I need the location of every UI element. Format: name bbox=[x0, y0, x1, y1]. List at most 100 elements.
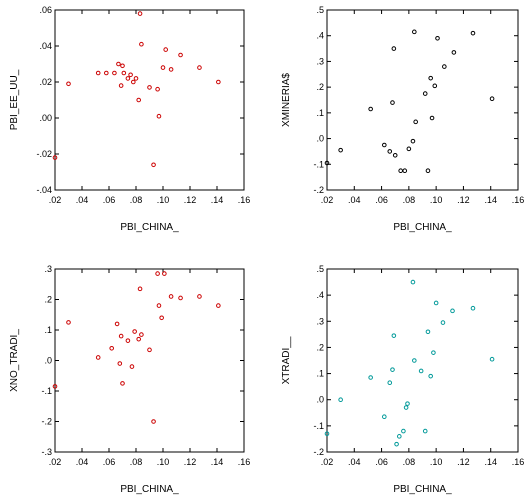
scatter-point bbox=[155, 271, 160, 276]
scatter-point bbox=[168, 294, 174, 299]
scatter-point bbox=[394, 441, 399, 447]
scatter-point bbox=[425, 168, 431, 174]
x-tick-label: .06 bbox=[375, 195, 388, 205]
x-tick-label: .10 bbox=[430, 457, 443, 467]
x-tick-label: .16 bbox=[512, 457, 525, 467]
scatter-point bbox=[133, 76, 139, 81]
y-tick-label: .04 bbox=[39, 41, 52, 51]
x-tick-label: .06 bbox=[103, 195, 116, 205]
scatter-point bbox=[120, 381, 125, 386]
y-tick-label: .1 bbox=[316, 108, 324, 118]
scatter-point bbox=[114, 321, 120, 327]
scatter-panel-4: .02 .04 .06 .08 .10 .12 .14 .16 -.2 -.1 .0 .1 .2 .3 .4… bbox=[281, 264, 524, 495]
y-tick-label: .4 bbox=[316, 290, 324, 300]
y-tick-label: .4 bbox=[316, 31, 324, 41]
y-tick-label: -.2 bbox=[41, 417, 52, 427]
x-axis-label: PBI_CHINA_ bbox=[393, 484, 452, 495]
scatter-point bbox=[147, 85, 152, 90]
scatter-point bbox=[137, 286, 143, 292]
y-tick-label: .5 bbox=[316, 264, 324, 274]
scatter-point bbox=[429, 115, 435, 121]
scatter-point bbox=[156, 303, 162, 308]
scatter-point bbox=[433, 300, 439, 306]
x-tick-label: .14 bbox=[211, 195, 224, 205]
scatter-point bbox=[132, 329, 137, 334]
scatter-point bbox=[155, 86, 160, 92]
x-tick-label: .04 bbox=[348, 457, 361, 467]
scatter-point bbox=[368, 375, 373, 380]
scatter-point bbox=[410, 138, 416, 144]
scatter-point bbox=[112, 70, 117, 76]
scatter-point bbox=[129, 364, 135, 369]
scatter-panel-2: .02 .04 .06 .08 .10 .12 .14 .16 -.2 -.1 .0 .1 .2 .3 .4… bbox=[281, 5, 524, 233]
x-tick-label: .16 bbox=[238, 195, 251, 205]
scatter-point bbox=[125, 76, 131, 81]
scatter-point bbox=[489, 356, 495, 362]
plot-frame bbox=[54, 9, 245, 191]
x-tick-label: .08 bbox=[403, 195, 416, 205]
x-tick-label: .16 bbox=[512, 195, 525, 205]
x-tick-label: .12 bbox=[184, 457, 197, 467]
y-tick-label: .5 bbox=[316, 5, 324, 15]
x-tick-label: .16 bbox=[238, 457, 251, 467]
x-tick-label: .06 bbox=[375, 457, 388, 467]
scatter-point bbox=[136, 97, 141, 103]
scatter-point bbox=[216, 79, 221, 85]
scatter-point bbox=[470, 30, 476, 36]
y-tick-label: .1 bbox=[316, 369, 324, 379]
y-tick-label: .3 bbox=[316, 56, 324, 66]
scatter-point bbox=[125, 338, 131, 343]
scatter-point bbox=[489, 96, 495, 102]
y-tick-label: -.2 bbox=[313, 185, 324, 195]
plot-frame bbox=[54, 268, 245, 453]
x-tick-label: .04 bbox=[76, 457, 89, 467]
x-axis-label: PBI_CHINA_ bbox=[120, 484, 179, 495]
scatter-point bbox=[197, 294, 202, 299]
y-tick-label: .3 bbox=[44, 264, 52, 274]
scatter-point bbox=[391, 46, 397, 51]
scatter-point bbox=[151, 419, 156, 424]
scatter-point bbox=[418, 368, 424, 374]
x-tick-label: .14 bbox=[484, 195, 497, 205]
scatter-point bbox=[403, 405, 409, 410]
y-axis-label: XNO_TRADI_ bbox=[9, 329, 20, 392]
y-tick-label: .2 bbox=[44, 295, 52, 305]
x-tick-label: .12 bbox=[457, 195, 470, 205]
y-axis-label: XMINERIA$ bbox=[281, 73, 292, 127]
y-tick-label: .02 bbox=[39, 77, 52, 87]
scatter-point bbox=[136, 336, 141, 342]
scatter-point bbox=[382, 414, 387, 420]
scatter-point bbox=[139, 41, 144, 47]
scatter-point bbox=[163, 47, 168, 52]
scatter-point bbox=[118, 333, 124, 339]
x-axis-label: PBI_CHINA_ bbox=[120, 222, 179, 233]
y-tick-label: -.1 bbox=[313, 421, 324, 431]
x-tick-label: .02 bbox=[49, 457, 62, 467]
x-tick-label: .04 bbox=[76, 195, 89, 205]
scatter-point bbox=[440, 320, 446, 325]
scatter-point bbox=[425, 329, 431, 335]
y-tick-label: -.1 bbox=[313, 159, 324, 169]
y-tick-label: .3 bbox=[316, 316, 324, 326]
scatter-point bbox=[139, 332, 144, 337]
y-tick-label: -.02 bbox=[36, 149, 52, 159]
x-tick-label: .02 bbox=[321, 195, 334, 205]
x-tick-label: .10 bbox=[430, 195, 443, 205]
scatter-point bbox=[162, 271, 167, 276]
scatter-point bbox=[109, 346, 114, 351]
plot-frame bbox=[326, 268, 519, 453]
scatter-point bbox=[216, 303, 221, 308]
scatter-point bbox=[95, 355, 101, 360]
scatter-point bbox=[401, 428, 406, 434]
y-tick-label: .0 bbox=[44, 356, 52, 366]
y-tick-label: .2 bbox=[316, 342, 324, 352]
plot-frame bbox=[326, 9, 519, 191]
x-tick-label: .14 bbox=[211, 457, 224, 467]
scatter-point bbox=[402, 168, 408, 174]
scatter-point bbox=[428, 373, 433, 379]
y-tick-label: -.2 bbox=[313, 447, 324, 457]
scatter-point bbox=[147, 347, 152, 353]
scatter-point bbox=[116, 61, 121, 67]
scatter-point bbox=[118, 83, 124, 88]
